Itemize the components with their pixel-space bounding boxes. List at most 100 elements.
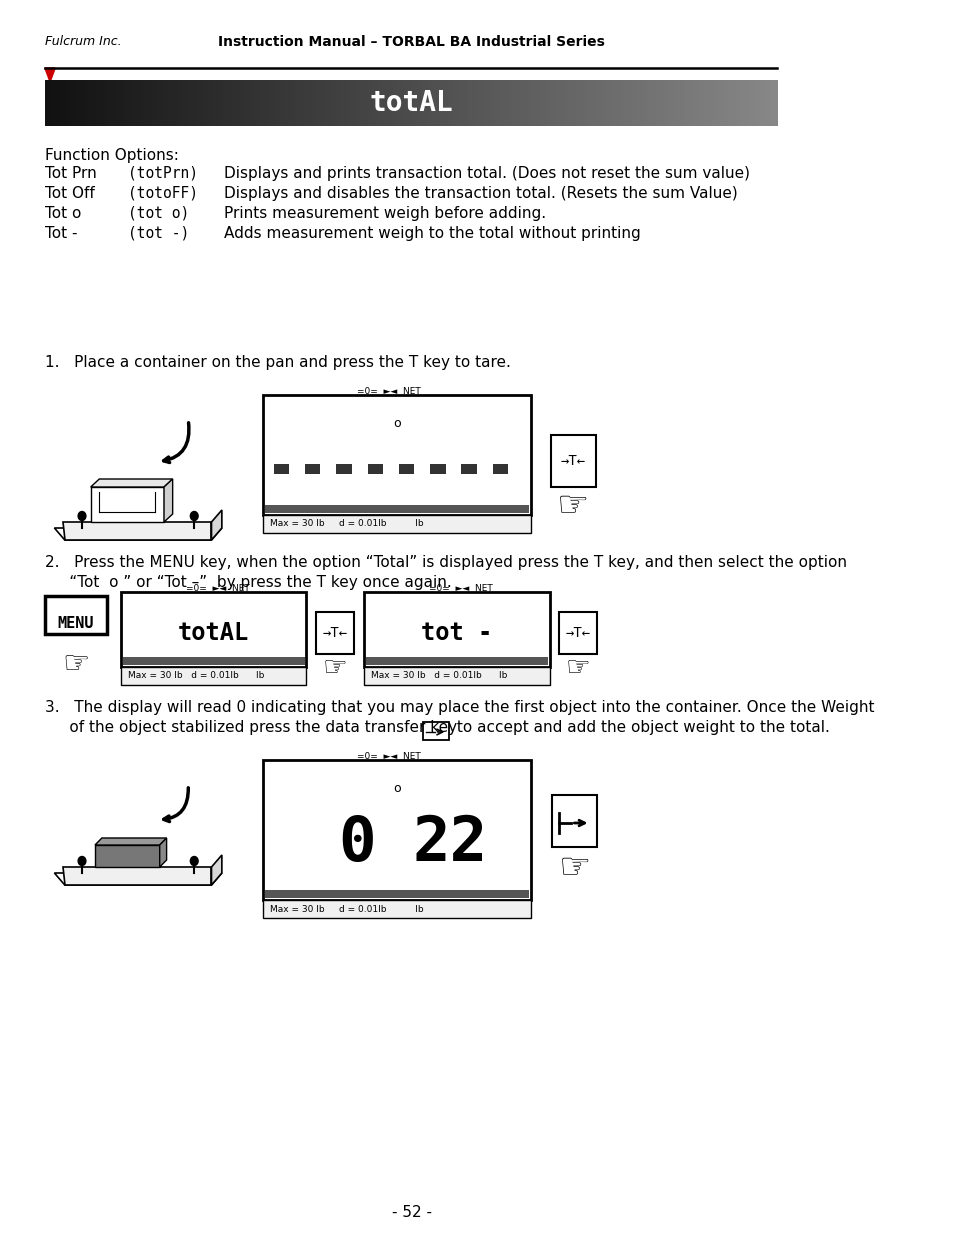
Text: (tot o): (tot o) — [128, 206, 189, 221]
Bar — [535, 80, 539, 126]
Polygon shape — [212, 855, 222, 885]
Bar — [706, 80, 711, 126]
Bar — [366, 657, 548, 664]
Bar — [509, 80, 514, 126]
Text: Prints measurement weigh before adding.: Prints measurement weigh before adding. — [224, 206, 546, 221]
Text: →T←: →T← — [560, 454, 585, 468]
Text: of the object stabilized press the data transfer key: of the object stabilized press the data … — [45, 720, 456, 735]
Bar — [761, 80, 766, 126]
Text: Function Options:: Function Options: — [45, 148, 178, 163]
Bar — [194, 80, 199, 126]
Bar — [644, 80, 649, 126]
Bar — [403, 80, 408, 126]
Bar — [594, 80, 598, 126]
Bar — [180, 80, 185, 126]
Bar — [684, 80, 689, 126]
Bar — [349, 80, 353, 126]
Bar — [246, 80, 251, 126]
Bar — [550, 435, 595, 487]
Text: 1.   Place a container on the pan and press the T key to tare.: 1. Place a container on the pan and pres… — [45, 354, 510, 370]
Bar — [136, 80, 141, 126]
Bar — [260, 80, 265, 126]
Bar — [52, 80, 56, 126]
Bar — [210, 80, 213, 126]
Bar — [389, 80, 393, 126]
Text: →T←: →T← — [565, 626, 590, 640]
Bar — [89, 80, 93, 126]
Text: ☞: ☞ — [565, 655, 590, 682]
Bar — [265, 505, 529, 513]
Bar — [371, 80, 375, 126]
Bar — [85, 80, 90, 126]
Bar — [557, 80, 561, 126]
Bar — [473, 80, 477, 126]
Bar — [439, 80, 444, 126]
Bar — [352, 80, 356, 126]
Bar — [564, 80, 569, 126]
Bar — [63, 80, 68, 126]
Bar — [268, 80, 273, 126]
Bar — [630, 80, 635, 126]
Bar — [458, 80, 462, 126]
Text: ☞: ☞ — [62, 650, 90, 679]
Bar — [364, 667, 549, 685]
Bar — [714, 80, 719, 126]
Bar — [377, 80, 382, 126]
Bar — [257, 80, 261, 126]
Bar — [176, 80, 181, 126]
Text: totAL: totAL — [178, 621, 249, 645]
Bar — [323, 80, 327, 126]
Bar — [341, 80, 346, 126]
Bar — [45, 80, 50, 126]
Bar — [250, 80, 254, 126]
Bar — [359, 80, 364, 126]
Bar — [616, 80, 619, 126]
Bar — [520, 80, 525, 126]
Bar — [253, 80, 257, 126]
Bar — [162, 80, 167, 126]
Bar — [558, 613, 597, 655]
Bar — [648, 80, 653, 126]
Bar — [92, 80, 97, 126]
Text: Max = 30 lb   d = 0.01lb      lb: Max = 30 lb d = 0.01lb lb — [128, 672, 264, 680]
Circle shape — [78, 857, 86, 866]
FancyBboxPatch shape — [364, 592, 549, 667]
Bar — [622, 80, 627, 126]
Bar — [198, 80, 203, 126]
Bar — [411, 80, 415, 126]
Bar — [81, 80, 86, 126]
Bar — [443, 80, 448, 126]
Bar — [626, 80, 631, 126]
Bar — [447, 80, 452, 126]
Bar — [335, 464, 352, 474]
Bar — [122, 657, 304, 664]
Bar — [465, 80, 470, 126]
Text: Max = 30 lb     d = 0.01lb          lb: Max = 30 lb d = 0.01lb lb — [270, 904, 423, 914]
Bar — [729, 80, 733, 126]
Bar — [337, 80, 342, 126]
Polygon shape — [91, 479, 172, 487]
Bar — [166, 80, 170, 126]
Text: Displays and disables the transaction total. (Resets the sum Value): Displays and disables the transaction to… — [224, 186, 738, 201]
Bar — [542, 80, 547, 126]
Bar — [552, 795, 597, 847]
Bar — [553, 80, 558, 126]
Bar — [608, 80, 613, 126]
Bar — [272, 80, 276, 126]
Text: totAL: totAL — [370, 89, 454, 117]
Bar — [517, 80, 521, 126]
Bar — [700, 80, 704, 126]
Polygon shape — [159, 839, 167, 867]
Bar — [546, 80, 550, 126]
Text: 2.   Press the MENU key, when the option “Total” is displayed press the T key, a: 2. Press the MENU key, when the option “… — [45, 555, 846, 571]
Bar — [367, 80, 371, 126]
Text: Instruction Manual – TORBAL BA Industrial Series: Instruction Manual – TORBAL BA Industria… — [218, 35, 604, 49]
Bar — [604, 80, 609, 126]
Bar — [483, 80, 488, 126]
Bar — [74, 80, 78, 126]
Bar — [495, 80, 499, 126]
Bar — [634, 80, 639, 126]
Bar — [638, 80, 641, 126]
Bar — [732, 80, 737, 126]
Polygon shape — [63, 522, 212, 540]
